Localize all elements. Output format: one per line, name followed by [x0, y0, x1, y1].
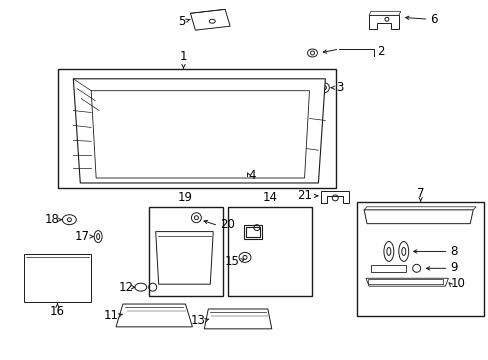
Text: 8: 8	[449, 245, 457, 258]
Polygon shape	[321, 191, 348, 203]
Polygon shape	[155, 231, 213, 284]
Bar	[245, 227, 259, 237]
Text: 1: 1	[180, 50, 187, 63]
Bar	[190, 148, 208, 155]
Polygon shape	[73, 79, 325, 183]
Text: 13: 13	[190, 314, 205, 327]
Text: 16: 16	[50, 305, 65, 318]
Text: 18: 18	[44, 213, 60, 226]
Text: 7: 7	[416, 187, 424, 200]
Text: 9: 9	[449, 261, 457, 274]
Polygon shape	[364, 207, 475, 210]
Polygon shape	[368, 15, 398, 29]
Polygon shape	[91, 91, 309, 178]
Text: 15: 15	[224, 255, 240, 268]
Polygon shape	[364, 210, 472, 224]
Bar	[220, 165, 244, 169]
Bar	[398, 211, 416, 217]
Bar	[103, 113, 131, 134]
Bar	[244, 225, 262, 239]
Bar	[148, 207, 223, 296]
Bar	[254, 109, 284, 129]
Text: 19: 19	[178, 191, 193, 204]
Bar	[247, 140, 269, 148]
Bar	[218, 148, 236, 155]
Polygon shape	[204, 309, 271, 329]
Bar	[24, 255, 91, 302]
Text: 4: 4	[247, 168, 255, 181]
Bar	[131, 147, 152, 155]
Text: 3: 3	[336, 81, 343, 94]
Bar	[269, 147, 294, 155]
Bar	[356, 202, 483, 316]
Text: 10: 10	[449, 277, 464, 290]
Text: 14: 14	[262, 191, 277, 204]
Bar	[228, 207, 312, 296]
Bar	[373, 211, 391, 217]
Bar	[218, 168, 245, 176]
Bar	[101, 140, 119, 148]
Text: 12: 12	[119, 281, 134, 294]
Text: 2: 2	[376, 45, 384, 58]
Bar	[200, 105, 242, 137]
Polygon shape	[368, 11, 400, 15]
Bar	[423, 211, 441, 217]
Text: 20: 20	[220, 218, 235, 231]
Text: 17: 17	[74, 230, 89, 243]
Text: 5: 5	[178, 15, 185, 28]
Bar	[367, 279, 443, 284]
Text: 6: 6	[429, 13, 437, 26]
Polygon shape	[190, 9, 230, 30]
Bar	[59, 69, 336, 188]
Bar	[370, 265, 405, 272]
Bar	[148, 105, 193, 140]
Text: 11: 11	[104, 310, 119, 323]
Polygon shape	[116, 304, 192, 327]
Polygon shape	[366, 278, 447, 286]
Text: 21: 21	[297, 189, 312, 202]
